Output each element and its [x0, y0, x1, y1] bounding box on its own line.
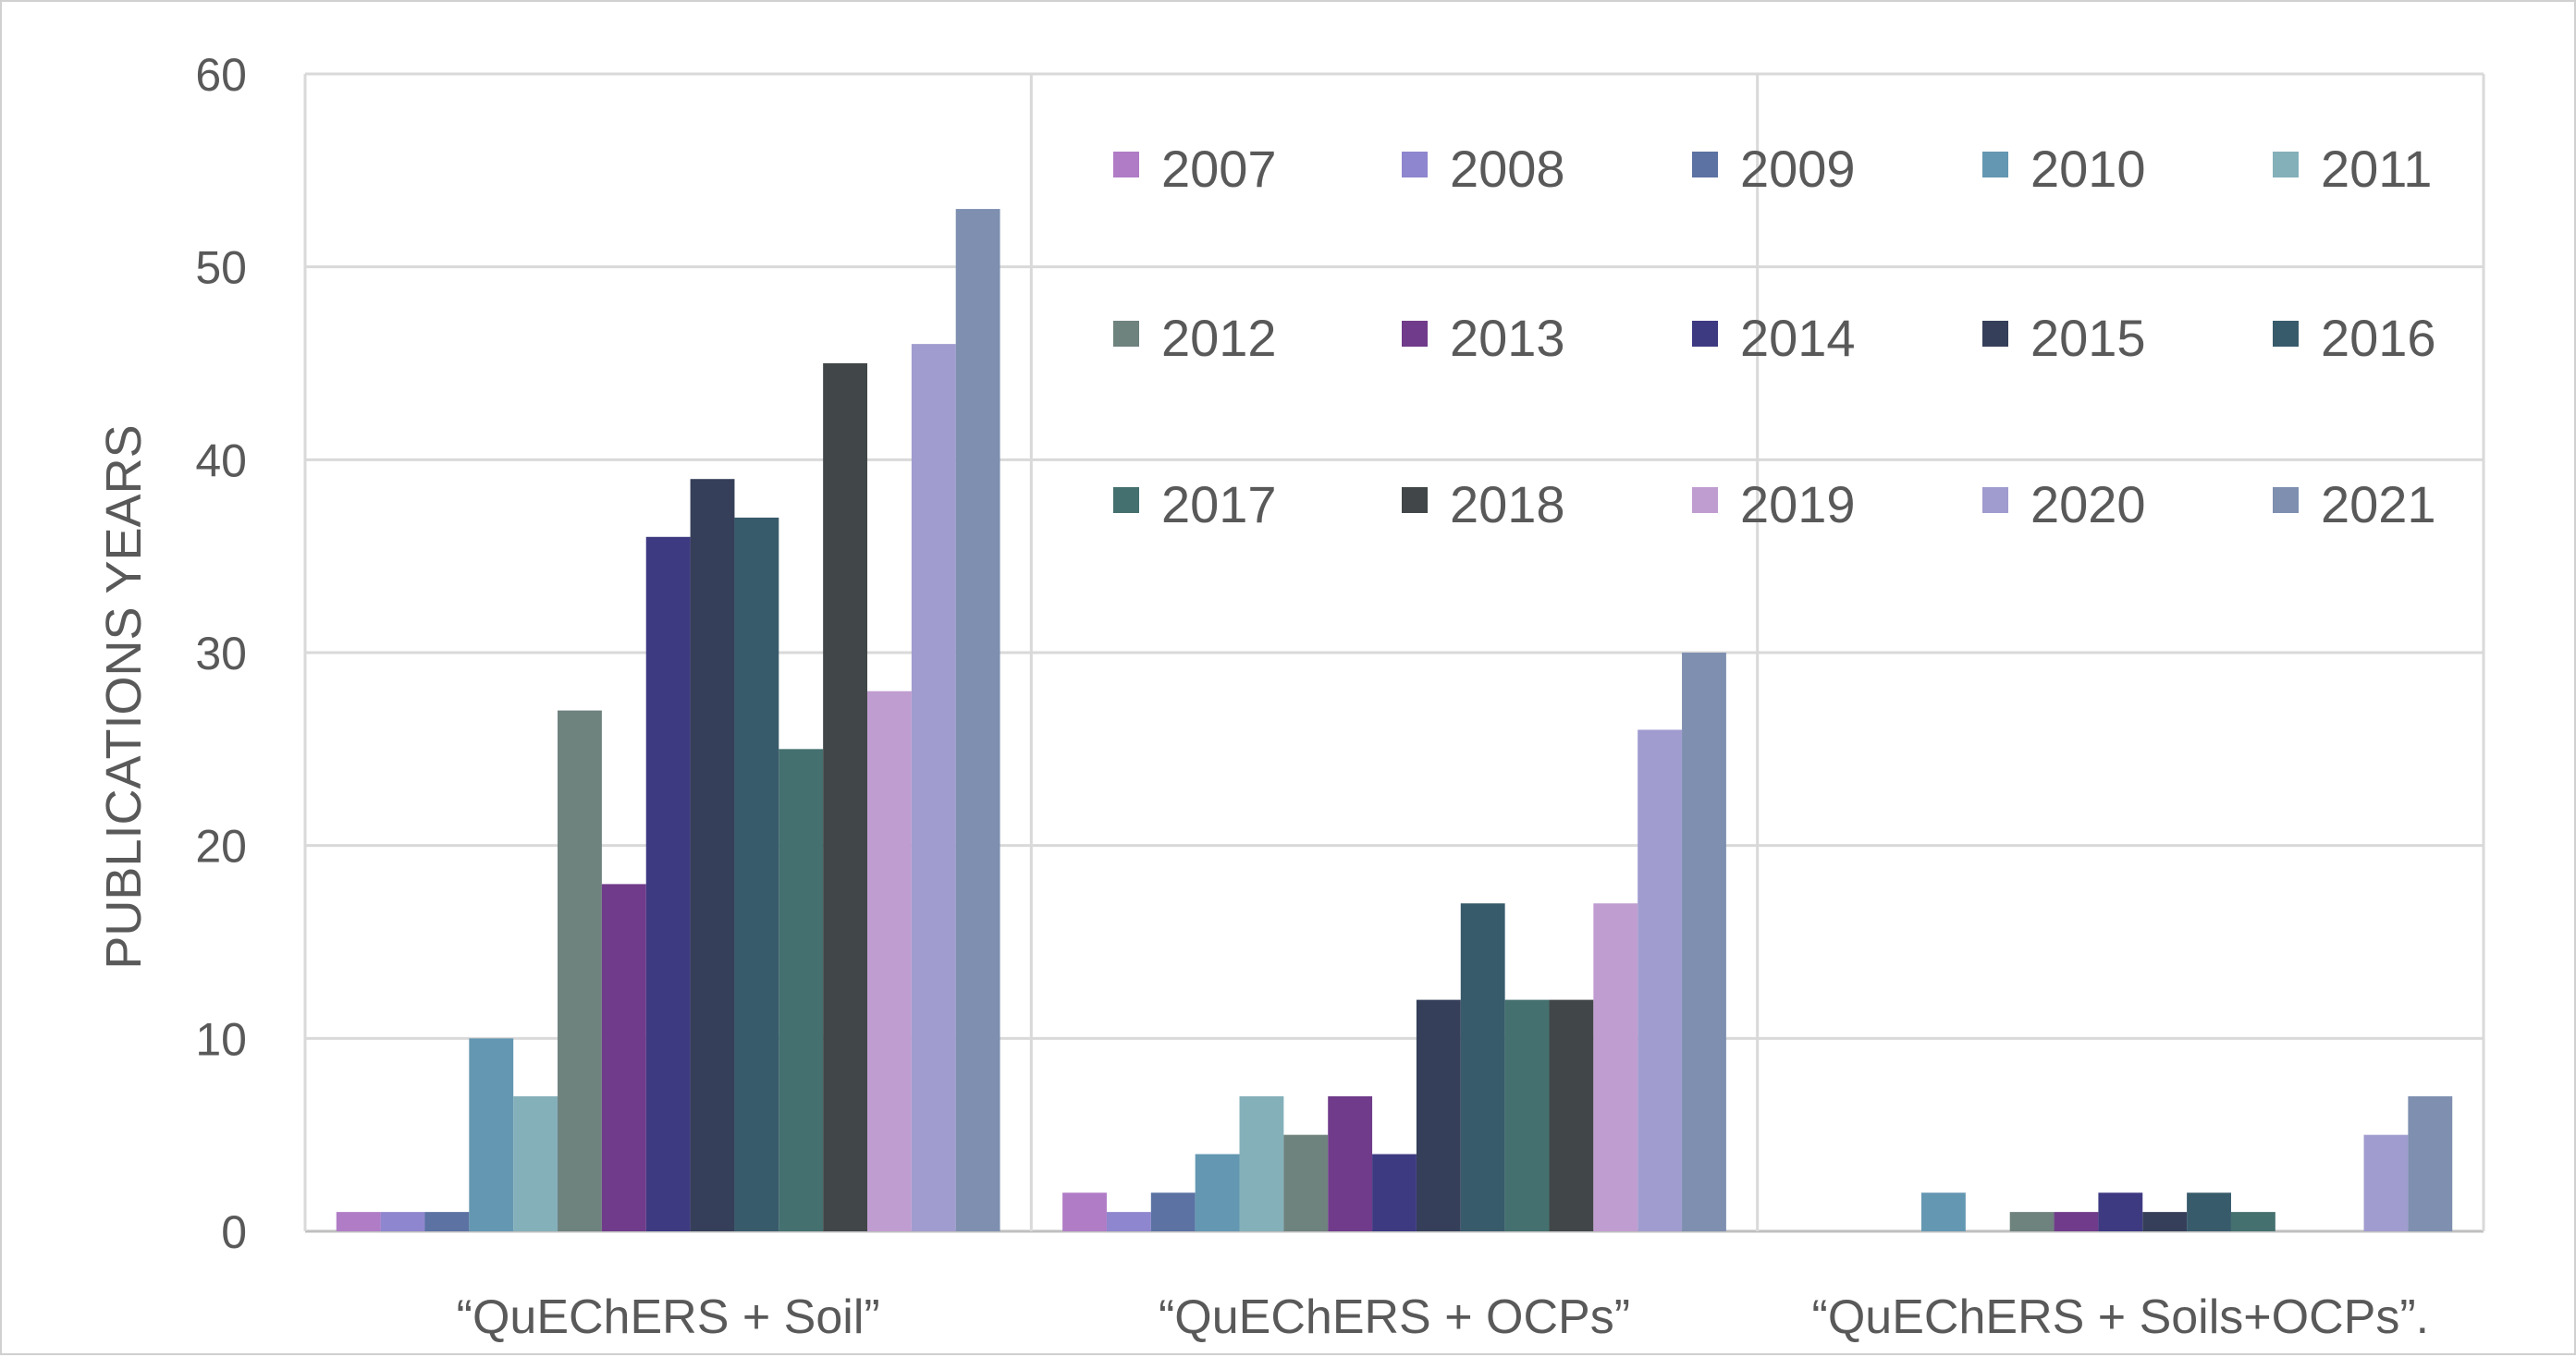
bar-2016 [1460, 903, 1505, 1231]
bar-2012 [2009, 1212, 2055, 1231]
legend-swatch-2017 [1113, 487, 1139, 513]
y-tick-label: 30 [195, 628, 247, 679]
bar-2008 [380, 1212, 425, 1231]
y-tick-label: 10 [195, 1013, 247, 1065]
legend-label-2015: 2015 [2030, 309, 2146, 367]
bar-2014 [645, 536, 691, 1231]
bar-2018 [1549, 999, 1594, 1231]
legend-label-2020: 2020 [2030, 475, 2146, 533]
bar-2016 [2187, 1192, 2231, 1231]
y-axis-title: PUBLICATIONS YEARS [96, 424, 152, 969]
bar-2012 [558, 710, 602, 1231]
legend-swatch-2010 [1982, 152, 2008, 177]
bar-2009 [1150, 1192, 1196, 1231]
bar-2015 [2142, 1212, 2188, 1231]
bar-2017 [2230, 1212, 2275, 1231]
x-category-labels: “QuEChERS + Soil” “QuEChERS + OCPs” “QuECh… [457, 1290, 2429, 1344]
y-tick-label: 40 [195, 434, 247, 486]
bar-2015 [1416, 999, 1461, 1231]
legend-swatch-2014 [1692, 321, 1718, 347]
y-tick-label: 20 [195, 821, 247, 873]
legend-swatch-2013 [1402, 321, 1428, 347]
legend-label-2018: 2018 [1450, 475, 1565, 533]
bar-2013 [2054, 1212, 2099, 1231]
bar-2013 [1328, 1095, 1373, 1231]
legend-label-2008: 2008 [1450, 140, 1565, 198]
y-tick-label: 50 [195, 242, 247, 294]
bar-2018 [823, 363, 868, 1231]
legend-swatch-2012 [1113, 321, 1139, 347]
legend-label-2021: 2021 [2321, 475, 2436, 533]
bar-2015 [690, 479, 735, 1231]
legend-label-2009: 2009 [1740, 140, 1856, 198]
bar-2011 [1239, 1095, 1284, 1231]
bars [336, 209, 2453, 1232]
y-tick-labels: 0 10 20 30 40 50 60 [195, 49, 247, 1258]
legend-swatch-2020 [1982, 487, 2008, 513]
legend-swatch-2018 [1402, 487, 1428, 513]
bar-2008 [1106, 1212, 1151, 1231]
bar-2011 [513, 1095, 558, 1231]
bar-2010 [469, 1038, 514, 1231]
legend-label-2017: 2017 [1161, 475, 1277, 533]
legend-label-2010: 2010 [2030, 140, 2146, 198]
legend-swatch-2016 [2273, 321, 2299, 347]
bar-2010 [1920, 1192, 1966, 1231]
legend-swatch-2011 [2273, 152, 2299, 177]
legend-label-2011: 2011 [2321, 140, 2432, 198]
x-category-label: “QuEChERS + Soil” [457, 1290, 880, 1344]
bar-2007 [1062, 1192, 1107, 1231]
x-category-label: “QuEChERS + Soils+OCPs”. [1812, 1290, 2430, 1344]
bar-2020 [2363, 1134, 2409, 1231]
legend-label-2012: 2012 [1161, 309, 1277, 367]
bar-2021 [2408, 1095, 2453, 1231]
bar-2007 [336, 1212, 381, 1231]
bar-2009 [424, 1212, 470, 1231]
bar-2014 [2098, 1192, 2143, 1231]
legend-label-2007: 2007 [1161, 140, 1277, 198]
legend-swatch-2021 [2273, 487, 2299, 513]
bar-2017 [779, 749, 824, 1231]
legend-swatch-2007 [1113, 152, 1139, 177]
legend-swatch-2009 [1692, 152, 1718, 177]
legend-label-2013: 2013 [1450, 309, 1565, 367]
legend-label-2014: 2014 [1740, 309, 1856, 367]
bar-2012 [1283, 1134, 1329, 1231]
bar-2017 [1504, 999, 1550, 1231]
legend-label-2019: 2019 [1740, 475, 1856, 533]
legend-swatch-2008 [1402, 152, 1428, 177]
bar-2020 [1638, 729, 1683, 1231]
legend-swatch-2019 [1692, 487, 1718, 513]
y-tick-label: 0 [221, 1206, 247, 1258]
bar-2010 [1195, 1154, 1240, 1231]
x-category-label: “QuEChERS + OCPs” [1159, 1290, 1630, 1344]
y-tick-label: 60 [195, 49, 247, 101]
legend-swatch-2015 [1982, 321, 2008, 347]
bar-2014 [1372, 1154, 1417, 1231]
legend-label-2016: 2016 [2321, 309, 2436, 367]
bar-2019 [1593, 903, 1638, 1231]
bar-2013 [601, 884, 646, 1231]
bar-2021 [1682, 653, 1726, 1231]
legend: 2007 2008 2009 2010 2011 2012 2013 2014 2015 2016… [1113, 140, 2436, 533]
bar-2016 [734, 517, 779, 1231]
bar-2021 [955, 209, 1000, 1232]
bar-2019 [867, 691, 912, 1231]
bar-2020 [911, 344, 956, 1232]
